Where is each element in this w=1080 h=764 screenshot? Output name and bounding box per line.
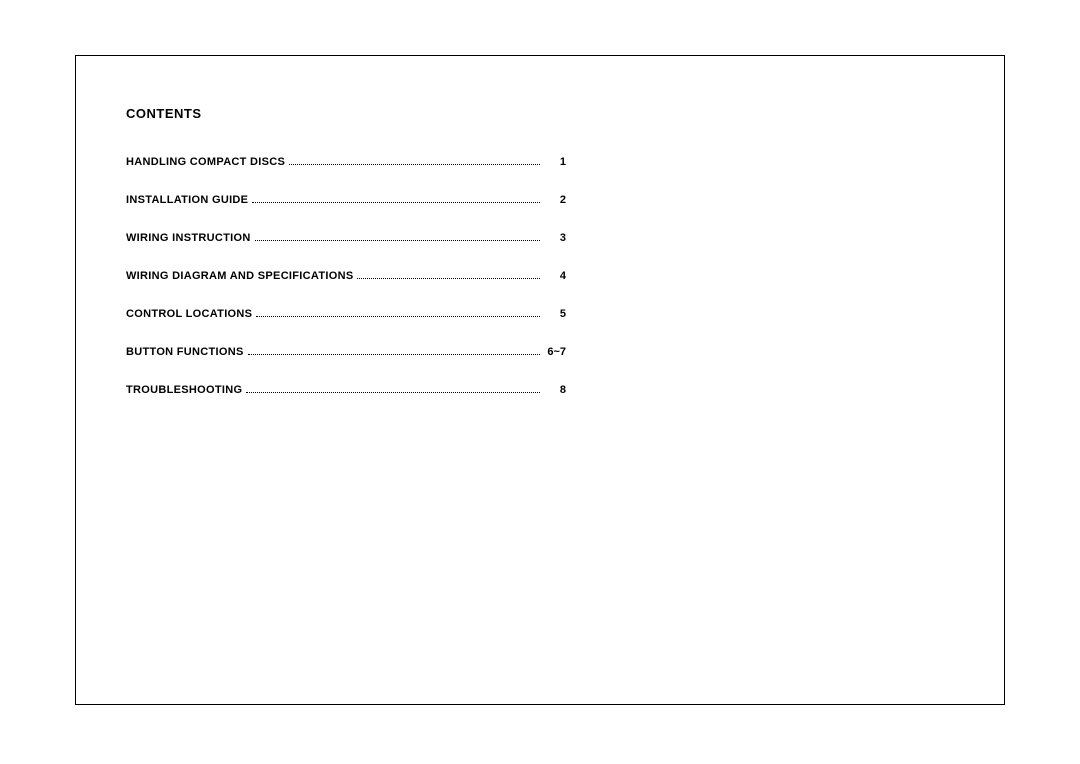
toc-entry-label: HANDLING COMPACT DISCS bbox=[126, 156, 285, 168]
toc-row: TROUBLESHOOTING 8 bbox=[126, 384, 566, 396]
toc-entry-label: CONTROL LOCATIONS bbox=[126, 308, 252, 320]
toc-entry-label: INSTALLATION GUIDE bbox=[126, 194, 248, 206]
toc-row: HANDLING COMPACT DISCS 1 bbox=[126, 156, 566, 168]
toc-leader-dots bbox=[357, 278, 540, 279]
toc-entry-page: 1 bbox=[544, 156, 566, 168]
toc-entry-page: 8 bbox=[544, 384, 566, 396]
toc-row: BUTTON FUNCTIONS 6~7 bbox=[126, 346, 566, 358]
toc-leader-dots bbox=[256, 316, 540, 317]
toc-entry-page: 5 bbox=[544, 308, 566, 320]
toc-entry-label: BUTTON FUNCTIONS bbox=[126, 346, 244, 358]
toc-entry-label: WIRING DIAGRAM AND SPECIFICATIONS bbox=[126, 270, 353, 282]
toc-row: WIRING DIAGRAM AND SPECIFICATIONS 4 bbox=[126, 270, 566, 282]
toc-row: INSTALLATION GUIDE 2 bbox=[126, 194, 566, 206]
toc-leader-dots bbox=[252, 202, 540, 203]
document-page: CONTENTS HANDLING COMPACT DISCS 1 INSTAL… bbox=[75, 55, 1005, 705]
toc-title: CONTENTS bbox=[126, 106, 576, 121]
toc-leader-dots bbox=[289, 164, 540, 165]
toc-block: CONTENTS HANDLING COMPACT DISCS 1 INSTAL… bbox=[126, 106, 576, 422]
toc-entry-label: TROUBLESHOOTING bbox=[126, 384, 242, 396]
toc-leader-dots bbox=[246, 392, 540, 393]
toc-row: WIRING INSTRUCTION 3 bbox=[126, 232, 566, 244]
toc-row: CONTROL LOCATIONS 5 bbox=[126, 308, 566, 320]
toc-leader-dots bbox=[248, 354, 540, 355]
toc-leader-dots bbox=[255, 240, 540, 241]
toc-entry-label: WIRING INSTRUCTION bbox=[126, 232, 251, 244]
toc-entry-page: 6~7 bbox=[544, 346, 566, 358]
toc-entry-page: 4 bbox=[544, 270, 566, 282]
toc-entry-page: 3 bbox=[544, 232, 566, 244]
toc-entry-page: 2 bbox=[544, 194, 566, 206]
